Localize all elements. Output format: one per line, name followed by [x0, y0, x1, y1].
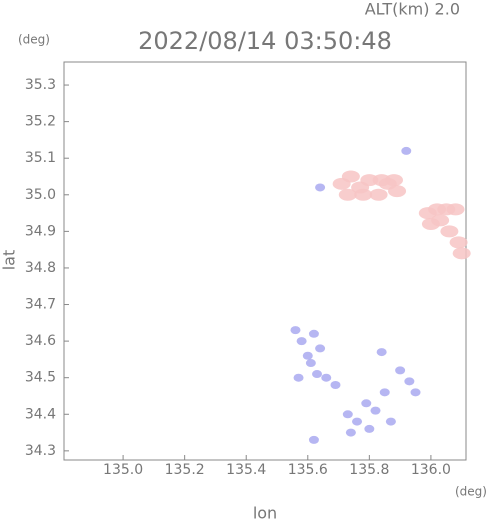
echo	[315, 183, 326, 192]
echo	[361, 399, 372, 408]
y-tick-label: 35.2	[25, 114, 56, 130]
echo	[431, 214, 450, 227]
echo	[404, 377, 415, 386]
y-tick-label: 34.4	[25, 406, 56, 422]
echo	[372, 174, 391, 187]
echo	[341, 170, 360, 183]
echo	[449, 236, 468, 249]
echo	[342, 410, 353, 419]
echo	[290, 326, 301, 335]
echo	[388, 185, 407, 198]
y-tick-label: 34.5	[25, 370, 56, 386]
x-tick-label: 136.0	[411, 462, 451, 478]
y-tick-label: 34.9	[25, 223, 56, 239]
x-tick-label: 135.0	[103, 462, 143, 478]
echo	[296, 337, 307, 346]
echo	[376, 348, 387, 357]
y-tick-label: 34.6	[25, 333, 56, 349]
echo	[305, 359, 316, 368]
echo	[345, 428, 356, 437]
echo	[440, 225, 459, 238]
echo	[330, 381, 341, 390]
echo	[360, 174, 379, 187]
echo	[385, 417, 396, 426]
y-tick-label: 35.0	[25, 187, 56, 203]
echo	[452, 247, 471, 260]
echo	[446, 203, 465, 216]
echo	[321, 373, 332, 382]
altitude-label: ALT(km) 2.0	[365, 0, 460, 19]
echo	[315, 344, 326, 353]
echo	[308, 435, 319, 444]
x-unit: (deg)	[455, 485, 487, 499]
echo	[410, 388, 421, 397]
y-tick-label: 34.3	[25, 443, 56, 459]
x-tick-label: 135.6	[288, 462, 328, 478]
echo	[379, 388, 390, 397]
echo	[364, 424, 375, 433]
echo	[369, 188, 388, 201]
y-tick-label: 35.1	[25, 150, 56, 166]
echo	[401, 146, 412, 155]
plot-frame	[63, 61, 467, 461]
y-tick-label: 35.3	[25, 77, 56, 93]
echo	[370, 406, 381, 415]
echo	[338, 188, 357, 201]
echo	[293, 373, 304, 382]
y-unit: (deg)	[18, 33, 50, 47]
y-axis-title: lat	[0, 250, 19, 271]
echo	[308, 329, 319, 338]
x-tick-label: 135.4	[226, 462, 266, 478]
x-tick-label: 135.2	[165, 462, 205, 478]
echo	[384, 174, 403, 187]
echo	[312, 370, 323, 379]
x-axis-title: lon	[253, 504, 277, 521]
y-tick-label: 34.7	[25, 297, 56, 313]
echo	[352, 417, 363, 426]
y-tick-label: 34.8	[25, 260, 56, 276]
chart-title: 2022/08/14 03:50:48	[138, 27, 392, 55]
echo	[302, 351, 313, 360]
echo	[354, 188, 373, 201]
echo	[395, 366, 406, 375]
x-tick-label: 135.8	[349, 462, 389, 478]
